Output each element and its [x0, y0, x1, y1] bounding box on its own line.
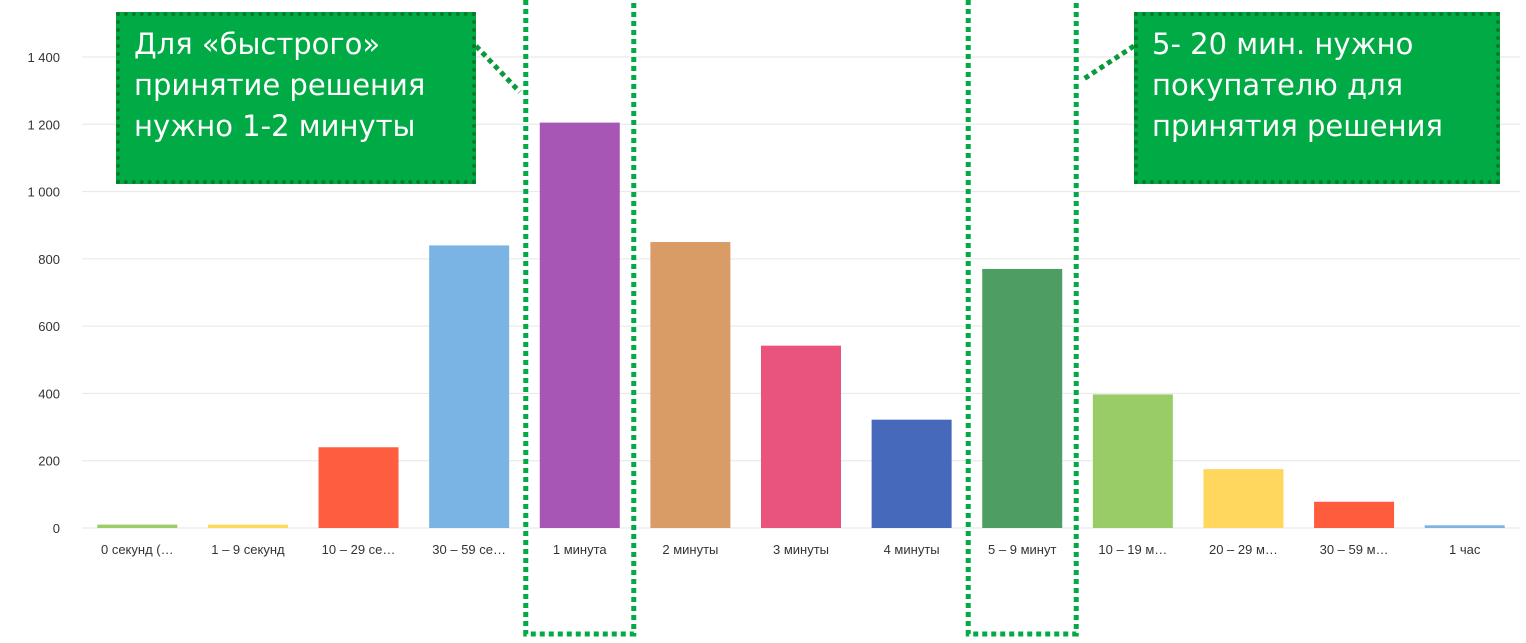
bar: [761, 345, 841, 528]
bar: [97, 524, 178, 528]
callout-fast-line-1: Для «быстрого»: [134, 27, 381, 61]
x-tick-label: 1 час: [1449, 542, 1481, 557]
x-tick-label: 10 – 29 се…: [322, 542, 396, 557]
highlight-boxes: [523, 0, 1079, 637]
bar: [207, 524, 288, 528]
bar: [429, 245, 510, 528]
callout-buyer-decision: 5- 20 мин. нужно покупателю для принятия…: [1134, 12, 1500, 184]
callout-buyer-line-1: 5- 20 мин. нужно: [1152, 27, 1414, 61]
y-tick-label: 600: [38, 319, 60, 334]
y-tick-label: 1 000: [27, 185, 60, 200]
bar: [1203, 469, 1284, 528]
callout-connectors: [474, 43, 1136, 94]
callout-buyer-line-2: покупателю для: [1152, 68, 1404, 102]
y-tick-label: 400: [38, 386, 60, 401]
highlight-box-1-minute: [523, 0, 637, 637]
callout-fast-line-2: принятие решения: [134, 68, 426, 102]
x-tick-label: 30 – 59 м…: [1320, 542, 1389, 557]
y-tick-label: 200: [38, 454, 60, 469]
x-tick-label: 1 минута: [553, 542, 608, 557]
bar: [1424, 525, 1505, 528]
highlight-box-5-9-minutes: [965, 0, 1079, 637]
x-tick-label: 1 – 9 секунд: [211, 542, 285, 557]
bar: [1314, 501, 1395, 528]
bar: [318, 447, 399, 528]
bar: [982, 268, 1063, 528]
x-tick-label: 20 – 29 м…: [1209, 542, 1278, 557]
connector-right: [1080, 43, 1136, 83]
bar: [1092, 394, 1173, 528]
bar: [871, 419, 952, 528]
callout-buyer-line-3: принятия решения: [1152, 109, 1443, 143]
bar: [539, 122, 620, 528]
x-tick-label: 0 секунд (…: [101, 542, 174, 557]
bars: [97, 122, 1505, 529]
y-tick-label: 0: [53, 521, 60, 536]
x-tick-label: 5 – 9 минут: [988, 542, 1056, 557]
connector-left: [474, 44, 522, 94]
x-axis-ticks: 0 секунд (… 1 – 9 секунд 10 – 29 се… 30 – 5…: [101, 542, 1481, 557]
y-tick-label: 800: [38, 252, 60, 267]
callout-fast-decision: Для «быстрого» принятие решения нужно 1-…: [116, 12, 476, 184]
x-tick-label: 30 – 59 се…: [432, 542, 506, 557]
bar: [650, 242, 731, 529]
x-tick-label: 3 минуты: [773, 542, 829, 557]
x-tick-label: 2 минуты: [662, 542, 718, 557]
y-tick-label: 1 400: [27, 50, 60, 65]
callout-fast-line-3: нужно 1-2 минуты: [134, 109, 416, 143]
x-tick-label: 4 минуты: [884, 542, 940, 557]
y-tick-label: 1 200: [27, 117, 60, 132]
x-tick-label: 10 – 19 м…: [1098, 542, 1167, 557]
y-axis-ticks: 0 200 400 600 800 1 000 1 200 1 400: [27, 50, 60, 536]
